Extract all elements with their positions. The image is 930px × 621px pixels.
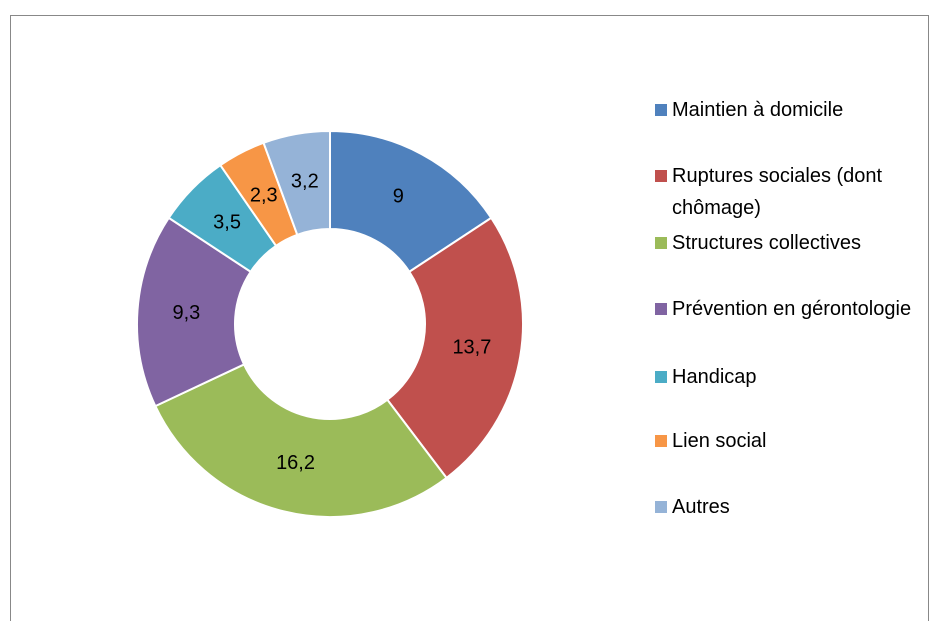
legend-label: Structures collectives	[672, 232, 861, 254]
legend-item: Maintien à domicile	[655, 94, 923, 126]
legend-item: Prévention en gérontologie	[655, 293, 923, 325]
data-label: 9	[393, 186, 404, 208]
legend-swatch	[655, 371, 667, 383]
legend-label: Autres	[672, 496, 730, 518]
legend-label: Ruptures sociales (dont chômage)	[672, 165, 883, 219]
legend-item: Handicap	[655, 361, 923, 393]
legend-item: Ruptures sociales (dont chômage)	[655, 160, 923, 224]
data-label: 9,3	[172, 302, 200, 324]
legend-label: Prévention en gérontologie	[672, 298, 912, 320]
legend-label: Lien social	[672, 430, 767, 452]
data-label: 13,7	[452, 337, 491, 359]
legend-item: Lien social	[655, 425, 923, 457]
legend-swatch	[655, 237, 667, 249]
data-label: 3,5	[213, 212, 241, 234]
legend-label: Maintien à domicile	[672, 99, 844, 121]
frame	[10, 15, 929, 621]
legend-swatch	[655, 501, 667, 513]
legend-swatch	[655, 435, 667, 447]
donut-slice	[136, 216, 253, 408]
legend-swatch	[655, 303, 667, 315]
legend-item: Structures collectives	[655, 227, 923, 259]
data-label: 2,3	[250, 184, 278, 206]
donut-slice	[262, 129, 331, 237]
legend-swatch	[655, 170, 667, 182]
donut-slice	[329, 129, 493, 274]
data-label: 3,2	[291, 170, 319, 192]
legend-swatch	[655, 104, 667, 116]
data-label: 16,2	[276, 452, 315, 474]
donut-slice	[154, 363, 448, 518]
legend-label: Handicap	[672, 366, 757, 388]
donut-slice	[385, 216, 524, 480]
legend-item: Autres	[655, 491, 923, 523]
